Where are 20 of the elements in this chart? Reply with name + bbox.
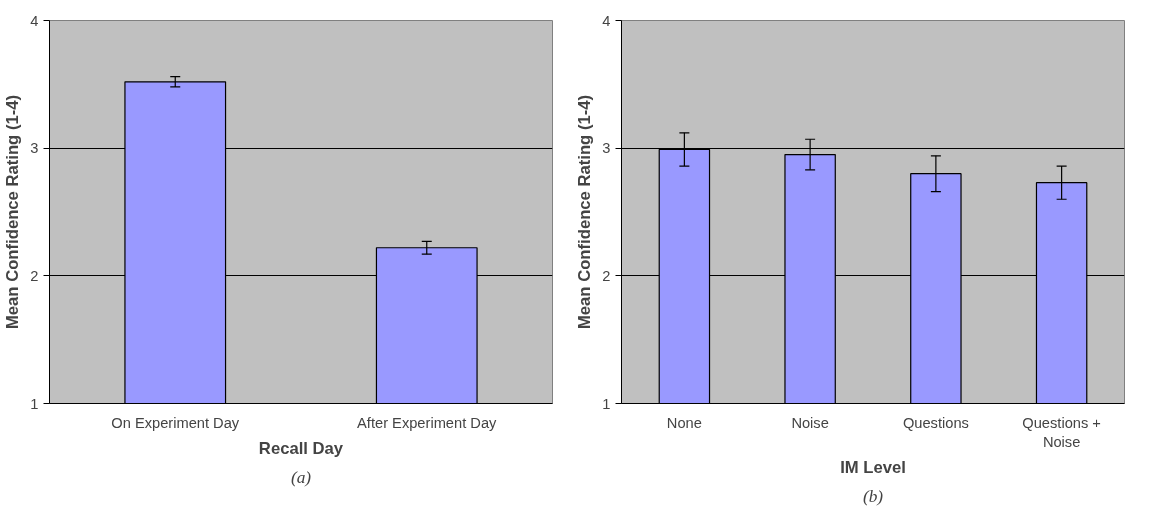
y-axis-title: Mean Confidence Rating (1-4): [3, 94, 23, 330]
text: (b): [862, 486, 884, 506]
text: (a): [290, 467, 312, 487]
x-axis-title: IM Level: [840, 457, 906, 477]
y-tick-label: 3: [602, 140, 611, 157]
x-axis-title: Recall Day: [258, 438, 344, 458]
x-tick-label: Noise: [791, 414, 829, 431]
y-tick-label: 3: [30, 140, 39, 157]
y-tick-label: 2: [30, 267, 39, 284]
y-tick-label: 4: [30, 12, 39, 29]
x-tick-label: None: [666, 414, 702, 431]
x-tick-label: After Experiment Day: [357, 414, 498, 431]
x-tick-label: Questions: [902, 414, 969, 431]
y-tick-label: 2: [602, 267, 611, 284]
x-tick-label: Questions + Noise: [1022, 414, 1101, 450]
x-tick-label: On Experiment Day: [111, 414, 240, 431]
y-tick-label: 1: [602, 395, 611, 412]
y-axis-title: Mean Confidence Rating (1-4): [575, 94, 595, 330]
y-tick-label: 4: [602, 12, 611, 29]
y-tick-label: 1: [30, 395, 39, 412]
